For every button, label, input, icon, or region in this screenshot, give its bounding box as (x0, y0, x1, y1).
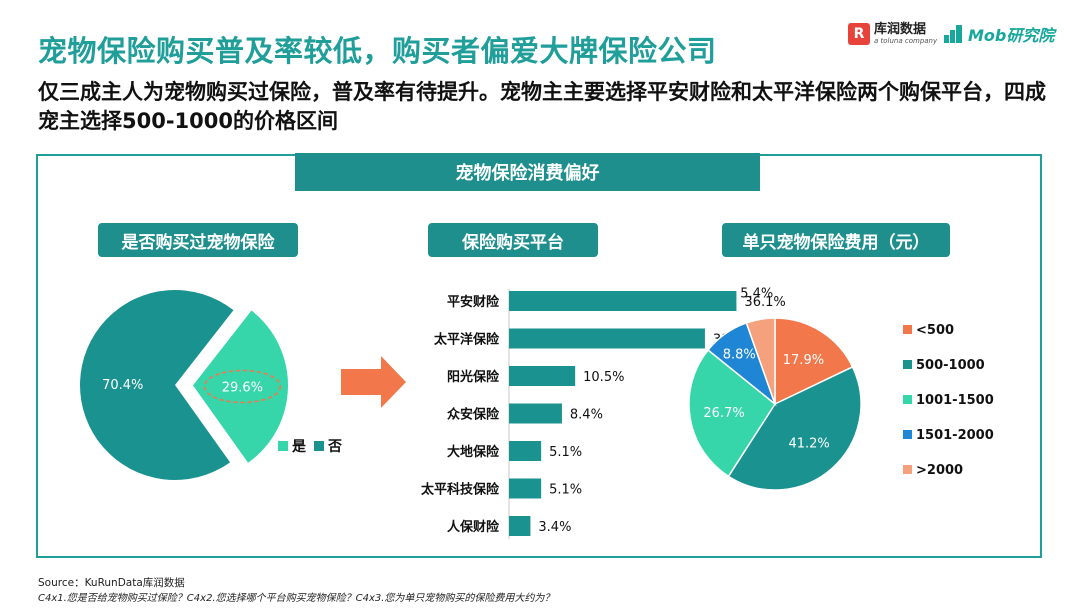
bar-value-label: 10.5% (583, 370, 624, 385)
bar-category-label: 太平洋保险 (433, 332, 500, 348)
arrow-icon (341, 356, 406, 408)
bar-value-label: 3.4% (538, 520, 571, 535)
question-note: C4x1.您是否给宠物购买过保险？C4x2.您选择哪个平台购买宠物保险？C4x3… (38, 593, 555, 604)
bar-category-label: 人保财险 (447, 519, 500, 535)
mob-logo: Mob研究院 (944, 20, 1054, 48)
pie3-legend-swatch (903, 325, 912, 334)
mob-logo-name: Mob研究院 (968, 26, 1055, 45)
chip-cost: 单只宠物保险费用（元） (722, 223, 950, 257)
pie3-legend-label: 500-1000 (916, 358, 985, 373)
pie1-slice-no (80, 290, 234, 481)
pie3-legend-label: 1501-2000 (916, 428, 994, 443)
bar-mark (509, 516, 531, 536)
bar-value-label: 5.1% (549, 483, 582, 498)
pie1-legend-swatch-no (314, 441, 324, 451)
pie3-slice (745, 317, 776, 405)
pie3-value-label: 8.8% (723, 347, 756, 362)
pie3-legend-swatch (903, 430, 912, 439)
pie3-legend-swatch (903, 395, 912, 404)
pie3-legend-label: >2000 (916, 463, 963, 478)
pie3-slice (774, 317, 854, 406)
pie3-value-label: 17.9% (783, 353, 824, 368)
bar-category-label: 众安保险 (447, 407, 500, 423)
page-subtitle: 仅三成主人为宠物购买过保险，普及率有待提升。宠物主主要选择平安财险和太平洋保险两… (38, 80, 1046, 133)
source-text: Source：KuRunData库润数据 (38, 577, 185, 589)
pie3-value-label: 26.7% (703, 406, 744, 421)
pie3-legend-label: 1001-1500 (916, 393, 994, 408)
pie3-legend-label: <500 (916, 323, 954, 338)
chip-purchased: 是否购买过宠物保险 (98, 223, 298, 257)
bar-category-label: 平安财险 (447, 294, 500, 310)
kurun-logo-icon: R (848, 23, 870, 45)
pie3-slice (727, 365, 862, 491)
pie1-legend-yes: 是 (292, 439, 307, 455)
bar-category-label: 大地保险 (447, 444, 500, 460)
bar-mark (509, 403, 562, 424)
pie3-slice (688, 348, 776, 478)
kurun-logo-name: 库润数据 (874, 21, 927, 37)
pie1-label-yes: 29.6% (222, 381, 263, 396)
bar-mark (509, 366, 576, 386)
pie1-highlight-ring (203, 369, 282, 404)
pie3-legend-swatch (903, 360, 912, 369)
pie3-value-label: 41.2% (788, 437, 829, 452)
bar-mark (509, 328, 705, 349)
bar-mark (509, 478, 542, 499)
pie1-label-no: 70.4% (102, 378, 143, 393)
panel-heading: 宠物保险消费偏好 (295, 153, 760, 191)
bar-value-label: 36.1% (744, 295, 785, 310)
pie3-legend-swatch (903, 465, 912, 474)
pie1-legend-no: 否 (327, 439, 342, 455)
kurun-logo: R 库润数据 a toluna company (848, 20, 937, 48)
bar-value-label: 8.4% (570, 408, 603, 423)
chip-platform: 保险购买平台 (428, 223, 598, 257)
pie1-slice-yes (192, 310, 288, 463)
kurun-logo-sub: a toluna company (874, 36, 938, 45)
pie3-value-label: 5.4% (740, 287, 773, 302)
bar-category-label: 阳光保险 (447, 369, 500, 385)
page-title: 宠物保险购买普及率较低，购买者偏爱大牌保险公司 (38, 34, 717, 68)
mob-logo-icon (944, 25, 964, 43)
bar-mark (509, 441, 542, 461)
bar-value-label: 5.1% (549, 445, 582, 460)
bar-mark (509, 291, 737, 311)
bar-category-label: 太平科技保险 (420, 482, 500, 498)
pie1-legend-swatch-yes (278, 441, 288, 451)
